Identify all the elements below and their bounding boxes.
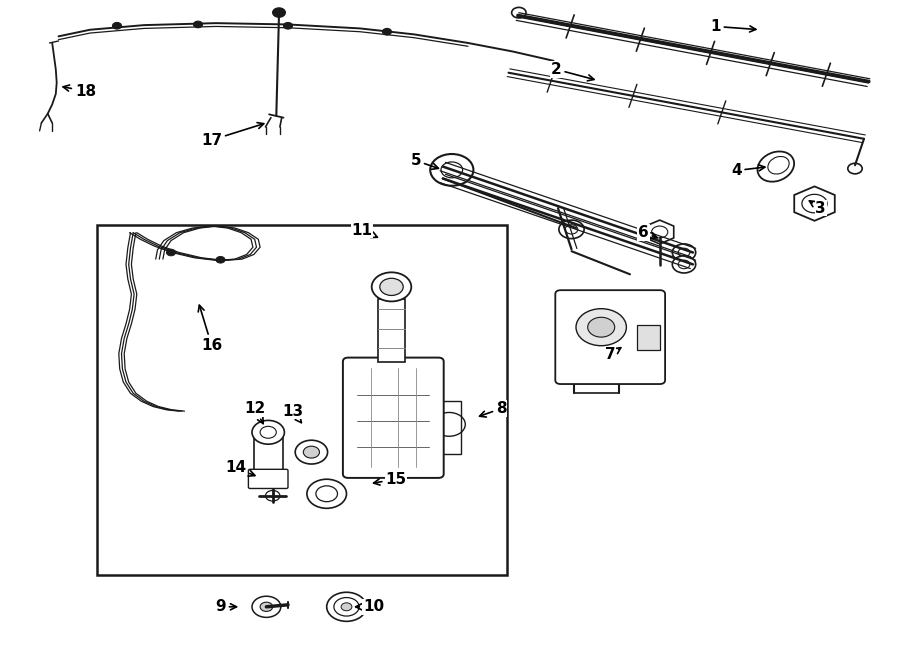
- Circle shape: [112, 22, 122, 29]
- Circle shape: [260, 602, 273, 611]
- Circle shape: [252, 596, 281, 617]
- Circle shape: [576, 309, 626, 346]
- Text: 11: 11: [351, 223, 377, 237]
- Circle shape: [588, 317, 615, 337]
- Circle shape: [284, 22, 292, 29]
- Circle shape: [380, 278, 403, 295]
- Bar: [378, 299, 405, 362]
- Text: 10: 10: [356, 600, 384, 614]
- Circle shape: [341, 603, 352, 611]
- Bar: [97, 225, 507, 575]
- FancyBboxPatch shape: [555, 290, 665, 384]
- Bar: [637, 325, 660, 350]
- Text: 5: 5: [410, 153, 438, 169]
- Text: 9: 9: [215, 600, 237, 614]
- Circle shape: [382, 28, 392, 35]
- FancyBboxPatch shape: [343, 358, 444, 478]
- Text: 17: 17: [201, 122, 264, 147]
- Text: 1: 1: [710, 19, 756, 34]
- Circle shape: [303, 446, 320, 458]
- Text: 3: 3: [809, 201, 826, 215]
- Text: 13: 13: [282, 404, 303, 422]
- Text: 15: 15: [374, 472, 407, 486]
- Text: 12: 12: [244, 401, 266, 424]
- Text: 2: 2: [551, 62, 594, 81]
- Circle shape: [307, 479, 346, 508]
- Text: 6: 6: [638, 225, 657, 240]
- Circle shape: [372, 272, 411, 301]
- Text: 16: 16: [198, 305, 222, 352]
- Text: 4: 4: [731, 163, 765, 178]
- Ellipse shape: [758, 151, 794, 182]
- FancyBboxPatch shape: [248, 469, 288, 488]
- Circle shape: [166, 249, 176, 256]
- Bar: [438, 401, 461, 454]
- Circle shape: [672, 244, 696, 261]
- Circle shape: [194, 21, 202, 28]
- Text: 14: 14: [225, 461, 255, 476]
- Text: 18: 18: [63, 84, 96, 98]
- Text: 7: 7: [605, 348, 621, 362]
- Circle shape: [672, 256, 696, 273]
- Circle shape: [252, 420, 284, 444]
- Circle shape: [559, 220, 584, 239]
- Circle shape: [216, 256, 225, 263]
- Bar: [254, 434, 283, 472]
- Text: 8: 8: [480, 401, 507, 417]
- Circle shape: [273, 8, 285, 17]
- Circle shape: [430, 154, 473, 186]
- Circle shape: [295, 440, 328, 464]
- Circle shape: [327, 592, 366, 621]
